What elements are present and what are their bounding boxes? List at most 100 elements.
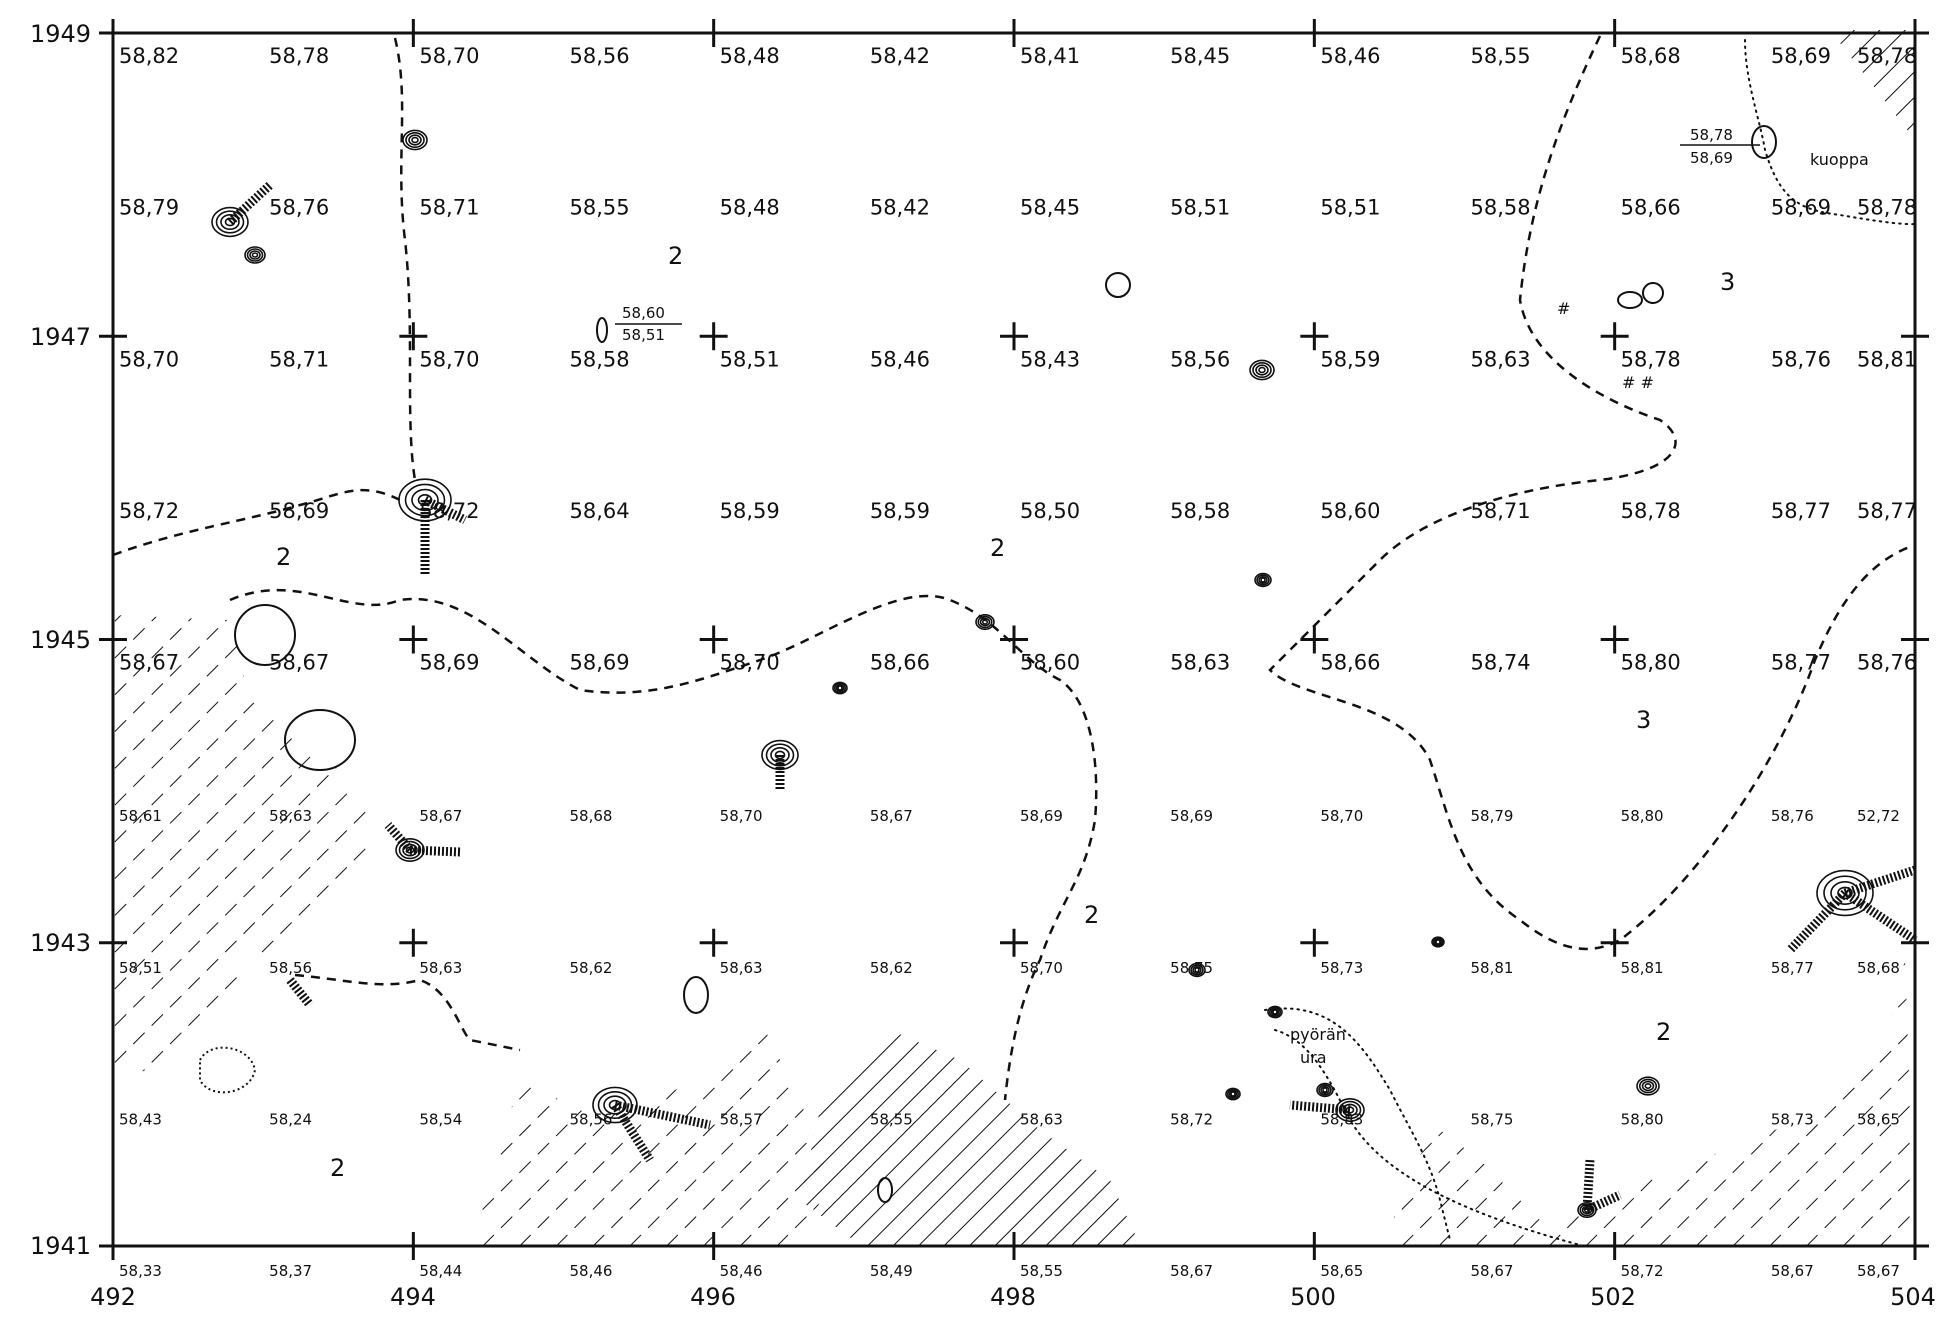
elevation-value: 58,61 [119,807,162,825]
elevation-value: 58,81 [1471,959,1514,977]
grid-cross [99,625,127,654]
zone-label: 2 [990,534,1005,562]
elevation-value: 58,65 [1320,1262,1363,1280]
elevation-value: 58,67 [870,807,913,825]
elevation-value: 58,63 [720,959,763,977]
root-ring-feature [1225,1087,1241,1101]
grid-cross [1000,625,1028,654]
x-tick-494: 494 [390,1283,436,1311]
elevation-value: 58,80 [1621,1110,1664,1128]
elevation-value: 58,55 [870,1110,913,1128]
grid-cross [1000,928,1028,957]
elevation-value: 58,83 [1320,1110,1363,1128]
grid-cross [99,322,127,351]
grid-cross [699,1232,728,1260]
zone-boundary-east [1268,35,1916,951]
root-tail [1843,865,1917,898]
grid-cross [1000,322,1028,351]
x-tick-500: 500 [1290,1283,1336,1311]
hatched-area-southeast [1390,960,1915,1245]
elevation-value: 58,70 [1020,959,1063,977]
elevation-value: 58,77 [1771,959,1814,977]
root-tail [1289,1100,1351,1115]
stone-outline-5 [1642,282,1664,304]
elevation-value: 58,68 [1857,959,1900,977]
root-tail [422,495,468,525]
grid-cross [399,625,428,654]
elevation-value: 58,37 [269,1262,312,1280]
zone-label: 2 [668,242,683,270]
zone-boundary-west [112,488,401,557]
stone-outline-1 [234,604,296,666]
pit-fraction-bottom: 58,69 [1690,149,1733,167]
elevation-value: 58,67 [419,807,462,825]
x-tick-502: 502 [1590,1283,1636,1311]
root-ring-feature [1431,936,1445,948]
zone-label: 2 [1656,1018,1671,1046]
stone-outline-8 [877,1177,893,1203]
grid-cross [1000,1232,1028,1260]
pit-label: kuoppa [1810,150,1869,169]
elevation-value: 58,45 [1020,196,1080,220]
elevation-value: 58,42 [870,196,930,220]
elevation-value: 58,54 [419,1110,462,1128]
stone-outline-4 [1617,291,1643,309]
hatched-area-south-center [800,1030,1140,1245]
elevation-value: 58,72 [1621,1262,1664,1280]
elevation-value: 58,72 [119,499,179,523]
y-tick-1945: 1945 [30,626,91,654]
x-tick-496: 496 [690,1283,736,1311]
zone-label: 3 [1720,268,1735,296]
elevation-value: 58,56 [570,1110,613,1128]
elevation-value: 58,78 [1857,196,1917,220]
elevation-value: 58,58 [1170,499,1230,523]
hatched-area-west [113,615,380,1080]
elevation-value: 58,66 [1320,651,1380,675]
stone-outline-7 [683,976,709,1014]
grid-cross [1300,928,1329,957]
root-ring-feature [1636,1076,1660,1096]
grid-cross [399,1232,428,1260]
elevation-value: 58,69 [570,651,630,675]
elevation-value: 58,80 [1621,807,1664,825]
elevation-value: 58,45 [1170,44,1230,68]
zone-label: 2 [276,543,291,571]
tree-root-features [211,129,1918,1219]
grid-cross [1901,625,1929,654]
elevation-value: 58,65 [1857,1110,1900,1128]
elevation-value: 58,82 [119,44,179,68]
elevation-value: 58,78 [1857,44,1917,68]
root-ring-feature [761,739,799,771]
elevation-value: 58,70 [720,651,780,675]
elevation-value: 58,63 [269,807,312,825]
root-tail [1842,889,1918,944]
elevation-value: 58,71 [269,347,329,371]
grid-cross [399,322,428,351]
x-tick-492: 492 [90,1283,136,1311]
elevation-value: 58,58 [1471,196,1531,220]
root-tail [226,181,274,226]
elevation-value: 58,63 [1020,1110,1063,1128]
elevation-value: 58,70 [419,44,479,68]
elevation-value: 58,42 [870,44,930,68]
elevation-value: 58,51 [1320,196,1380,220]
elevation-value: 58,74 [1471,651,1531,675]
elevation-value: 58,67 [1857,1262,1900,1280]
grid-cross [1300,1232,1329,1260]
grid-cross [1000,19,1028,47]
grid-cross [699,625,728,654]
y-tick-1941: 1941 [30,1232,91,1260]
elevation-value: 58,59 [1320,347,1380,371]
elevation-value: 58,69 [1020,807,1063,825]
elevation-value: 58,66 [1621,196,1681,220]
elevation-value: 58,41 [1020,44,1080,68]
elevation-value: 58,81 [1621,959,1664,977]
stone-outline-6 [1751,125,1777,159]
elevation-value: 58,33 [119,1262,162,1280]
grid-cross [1901,322,1929,351]
elevation-value: 58,24 [269,1110,312,1128]
root-ring-feature [1267,1005,1283,1019]
root-tail [1582,1159,1595,1211]
hash-mark-area [199,1046,257,1094]
